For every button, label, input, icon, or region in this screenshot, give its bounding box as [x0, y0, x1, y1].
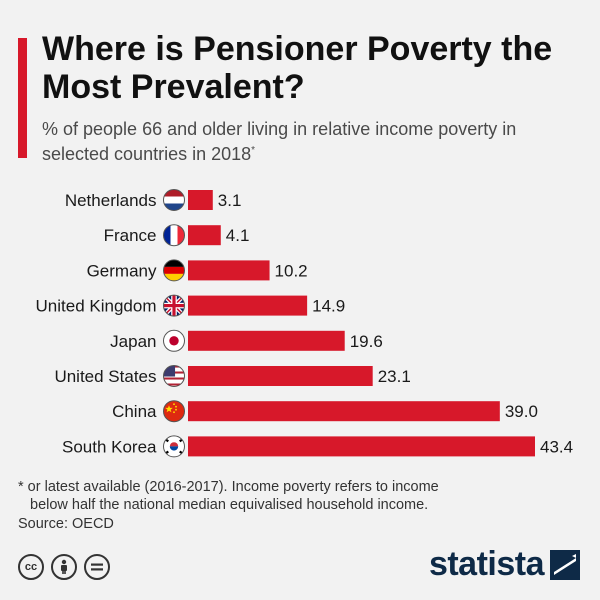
footnote: * or latest available (2016-2017). Incom…	[18, 478, 578, 514]
bar	[188, 330, 345, 351]
bar	[188, 190, 213, 210]
cc-icon[interactable]: cc	[18, 554, 44, 580]
netherlands-flag-icon	[163, 189, 185, 211]
subtitle-footnote-mark: *	[251, 145, 256, 156]
footnote-line-2: below half the national median equivalis…	[30, 497, 429, 513]
category-label: France	[104, 226, 157, 245]
bar	[188, 436, 535, 457]
statista-brand[interactable]: statista	[429, 545, 580, 584]
value-label: 3.1	[218, 191, 242, 210]
category-label: Netherlands	[65, 191, 157, 210]
statista-logo-icon	[550, 549, 580, 580]
brand-name: statista	[428, 545, 545, 583]
china-flag-icon	[163, 400, 185, 423]
south-korea-flag-icon	[163, 435, 185, 458]
title-accent-bar	[18, 38, 27, 158]
france-flag-icon	[163, 224, 185, 247]
subtitle-text: % of people 66 and older living in relat…	[42, 119, 517, 164]
chart-subtitle: % of people 66 and older living in relat…	[42, 118, 582, 165]
category-label: Japan	[110, 332, 156, 351]
category-label: Germany	[87, 261, 157, 280]
bar	[188, 260, 270, 281]
value-label: 39.0	[505, 402, 538, 421]
bar	[188, 295, 308, 316]
nd-icon[interactable]	[84, 554, 110, 580]
bar	[188, 225, 221, 246]
category-label: China	[112, 402, 157, 421]
cc-glyph: cc	[24, 561, 38, 573]
category-label: United States	[54, 367, 156, 386]
category-label: South Korea	[62, 437, 157, 456]
value-label: 43.4	[540, 437, 573, 456]
value-label: 4.1	[226, 226, 250, 245]
united-states-flag-icon	[163, 365, 185, 387]
value-label: 23.1	[378, 367, 411, 386]
category-label: United Kingdom	[36, 297, 157, 316]
united-kingdom-flag-icon	[163, 294, 185, 317]
license-icons: cc	[18, 554, 110, 580]
bar	[188, 401, 500, 422]
japan-flag-icon	[163, 329, 185, 352]
bar-chart: Netherlands 3.1 France 4.1 Germany 10.2 United…	[36, 189, 573, 458]
value-label: 10.2	[275, 261, 308, 280]
value-label: 14.9	[312, 297, 345, 316]
bar	[188, 366, 373, 386]
germany-flag-icon	[163, 259, 185, 282]
value-label: 19.6	[350, 332, 383, 351]
footnote-line-1: * or latest available (2016-2017). Incom…	[18, 479, 439, 495]
chart-title: Where is Pensioner Poverty the Most Prev…	[42, 30, 553, 106]
by-icon[interactable]	[51, 554, 77, 580]
source-text: Source: OECD	[18, 516, 114, 532]
